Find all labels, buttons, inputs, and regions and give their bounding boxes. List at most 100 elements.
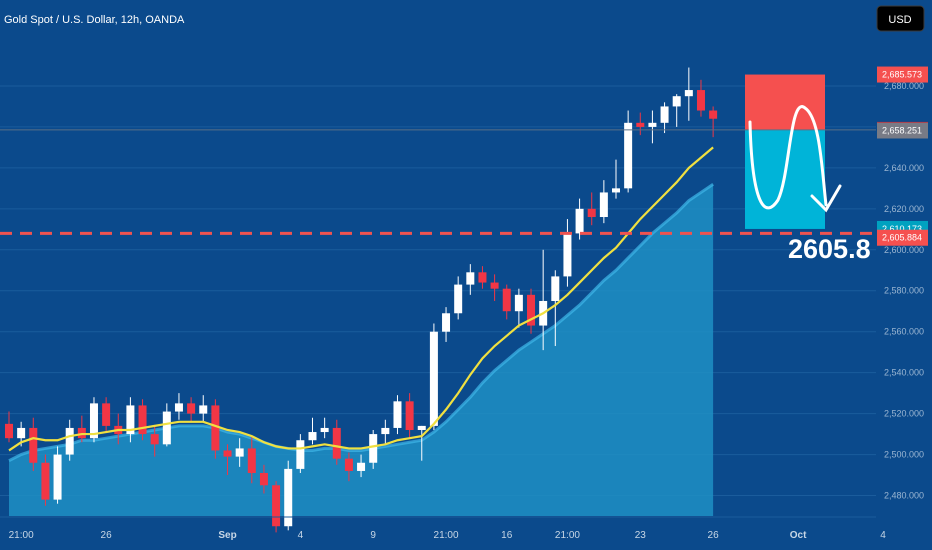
candle [223,444,232,476]
candle [599,180,608,224]
candle-body [308,432,317,441]
candle-body [17,427,26,439]
price-tag-label: 2,658.251 [882,125,922,135]
candle-body [296,440,305,469]
x-tick-label: 23 [635,530,647,541]
candle-body [709,110,718,119]
candle-body [235,448,244,457]
currency-label: USD [888,14,911,26]
candle [247,436,256,484]
price-tag-background [877,229,928,246]
candle-body [199,405,208,414]
price-tag-background [877,66,928,83]
candle [514,288,523,328]
candle-body [162,411,171,445]
candle [672,94,681,127]
x-tick-label: Oct [790,530,807,541]
candle [89,397,98,443]
candle [138,399,147,441]
candle [284,460,293,531]
x-tick-label: 21:00 [9,530,34,541]
candle-body [417,425,426,430]
candle-body [381,427,390,435]
candle-body [599,192,608,218]
candle-body [65,427,74,455]
candle-body [551,276,560,301]
stop-loss-zone [745,74,825,130]
candle [466,264,475,295]
candle-body [490,282,499,289]
candle-body [320,427,329,433]
x-tick-label: 9 [370,530,376,541]
candle-body [369,434,378,463]
candle [478,266,487,289]
candle-body [41,462,50,500]
price-tag-background [877,122,928,139]
candle-body [89,403,98,439]
x-tick-label: 4 [298,530,304,541]
candle [563,219,572,287]
y-tick-label: 2,500.000 [884,450,924,460]
candle-body [357,462,366,471]
candle [53,446,62,504]
y-tick-label: 2,680.000 [884,81,924,91]
candle [357,454,366,478]
y-tick-label: 2,640.000 [884,163,924,173]
candle-body [587,208,596,218]
candle-body [672,96,681,107]
candle [405,393,414,439]
candle-body [223,450,232,457]
area-edge [8,183,714,463]
candle-body [174,403,183,412]
candle-body [514,294,523,312]
ema-line-series [8,146,714,452]
candle [393,395,402,435]
arrow-head [810,184,842,213]
candle [320,417,329,439]
candle-body [102,403,111,426]
price-axis[interactable]: 2,480.000 2,500.000 2,520.000 2,540.000 2,56… [877,66,928,501]
y-tick-label: 2,560.000 [884,327,924,337]
candle [235,438,244,467]
candle-body [429,331,438,426]
candle [126,397,135,443]
candle-body [187,403,196,414]
price-tag-label: 2,610.173 [882,224,922,234]
currency-button[interactable]: USD [876,5,925,32]
candle-body [138,405,147,435]
candle-body [636,122,645,127]
candle-body [502,288,511,312]
candle-body [393,401,402,428]
candle [587,192,596,226]
price-tag: 2,685.573 [877,66,928,83]
price-tag-label: 2,685.573 [882,70,922,80]
time-axis[interactable]: 21:00 26 Sep 4 9 21:00 16 21:00 23 26 Oct 4 [0,516,886,541]
candle [624,110,633,193]
y-tick-label: 2,540.000 [884,368,924,378]
candle [369,429,378,469]
target-price-label: 2605.8 [788,234,871,264]
area-series [8,183,714,516]
candle [709,106,718,138]
candle [344,452,353,482]
candle [150,425,159,457]
candle [442,307,451,342]
x-tick-label: 16 [501,530,513,541]
candle [551,270,560,347]
candle [381,419,390,445]
candle-body [660,106,669,123]
price-tag: 2,658.251 [877,122,928,139]
x-tick-label: 21:00 [555,530,580,541]
x-tick-label: 26 [708,530,720,541]
candle [296,434,305,473]
projection-arrow [748,105,842,213]
candle-body [272,485,281,527]
candle-body [563,233,572,277]
candle-body [454,284,463,314]
candle [636,112,645,136]
candle [5,411,13,443]
candle-body [527,294,536,326]
candle-body [612,188,620,193]
candle [272,481,281,533]
